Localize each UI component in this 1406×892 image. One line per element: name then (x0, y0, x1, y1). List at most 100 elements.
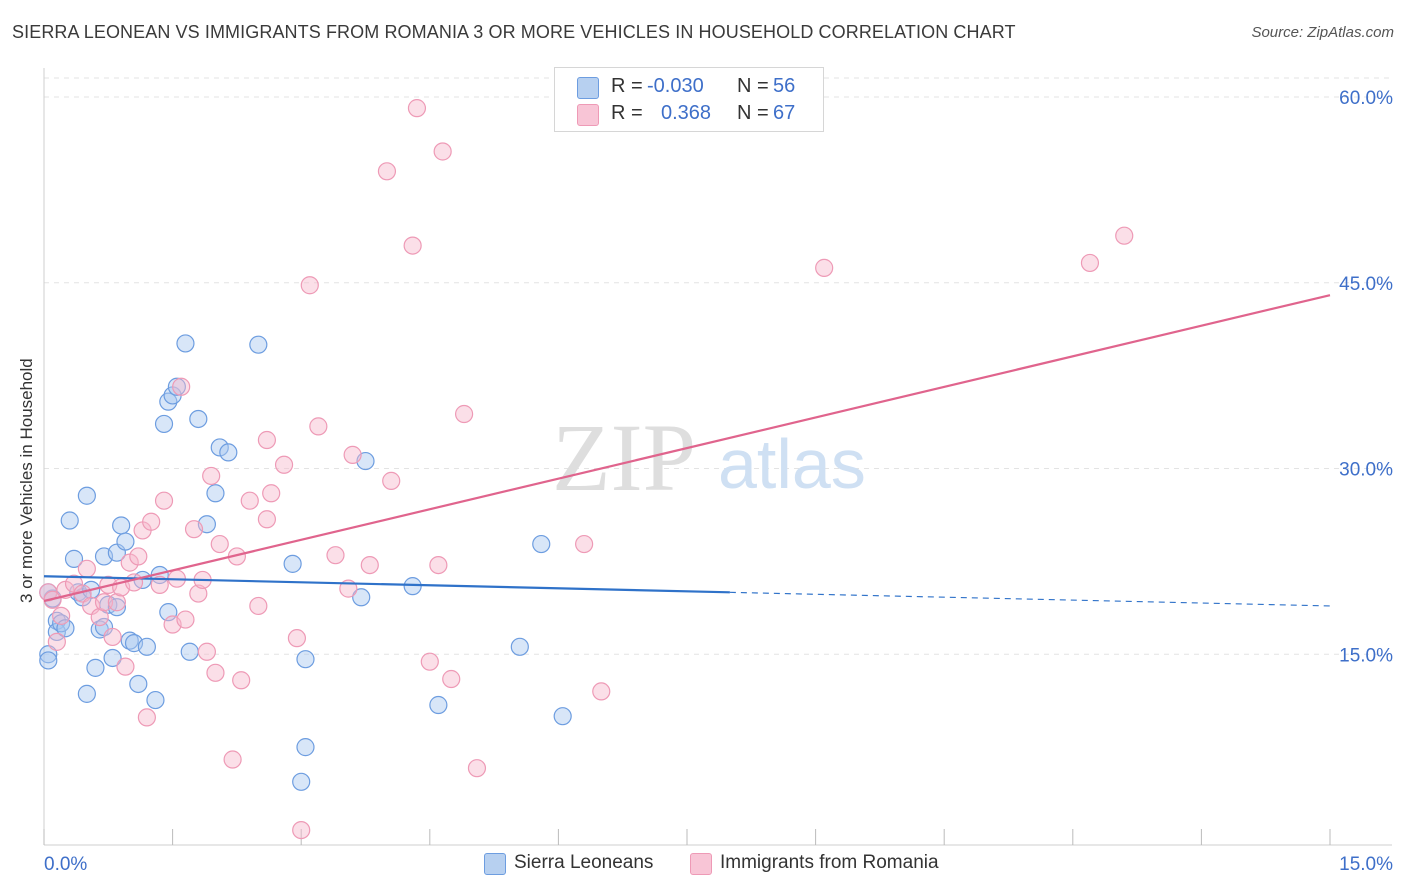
point-sierra-leonean (403, 577, 422, 596)
point-sierra-leonean (553, 707, 572, 726)
point-sierra-leonean (154, 414, 174, 434)
point-sierra-leonean (249, 335, 268, 354)
point-sierra-leonean (146, 690, 165, 710)
point-romania (467, 759, 487, 778)
point-sierra-leonean (129, 674, 148, 694)
y-tick-label: 45.0% (1339, 274, 1393, 295)
point-romania (442, 669, 461, 689)
point-sierra-leonean (180, 642, 199, 661)
point-romania (575, 534, 594, 554)
point-sierra-leonean (167, 377, 186, 396)
point-romania (223, 750, 242, 769)
point-sierra-leonean (60, 511, 79, 530)
point-sierra-leonean (64, 549, 84, 568)
legend-r-label: R = (611, 75, 643, 97)
source-label: Source: ZipAtlas.com (1251, 24, 1394, 41)
point-sierra-leonean (510, 637, 529, 656)
point-romania (129, 547, 148, 566)
point-romania (142, 512, 161, 531)
point-romania (287, 629, 307, 648)
point-romania (197, 642, 216, 661)
point-romania (377, 162, 397, 181)
trend-line-sierra-leoneans-extension (729, 591, 1331, 607)
point-romania (150, 575, 169, 595)
point-romania (262, 484, 281, 503)
point-romania (116, 657, 135, 676)
point-romania (172, 377, 191, 396)
series-sierra-leoneans-points (39, 334, 572, 791)
axes (43, 68, 1392, 846)
point-romania (240, 491, 259, 510)
trend-line-romania (43, 294, 1331, 603)
point-sierra-leonean (210, 438, 229, 457)
bottom-legend-swatch-romania (690, 853, 712, 875)
point-romania (1115, 226, 1134, 245)
legend-swatch-romania (577, 104, 599, 126)
point-sierra-leonean (39, 645, 58, 664)
point-sierra-leonean (176, 334, 195, 353)
point-romania (326, 546, 345, 565)
point-sierra-leonean (86, 658, 105, 677)
point-romania (154, 491, 174, 510)
trend-line-sierra-leoneans (43, 575, 730, 594)
point-romania (1080, 253, 1100, 273)
legend-r-label: R = (611, 102, 643, 124)
series-romania-points (39, 99, 1134, 840)
point-sierra-leonean (189, 409, 208, 429)
trend-lines (43, 294, 1331, 607)
x-tick-label: 15.0% (1339, 854, 1393, 875)
point-romania (103, 627, 122, 647)
point-romania (107, 593, 126, 612)
point-romania (454, 404, 474, 424)
point-romania (257, 510, 277, 529)
point-romania (210, 534, 229, 554)
point-romania (176, 610, 195, 629)
point-romania (249, 596, 268, 616)
point-sierra-leonean (292, 772, 311, 791)
y-tick-label: 60.0% (1339, 88, 1393, 109)
point-romania (206, 663, 225, 682)
bottom-legend-label: Sierra Leoneans (514, 852, 654, 873)
point-romania (137, 708, 156, 727)
bottom-legend-swatch-sierra-leoneans (484, 853, 506, 875)
point-romania (202, 466, 221, 486)
point-sierra-leonean (77, 684, 96, 703)
point-romania (94, 593, 114, 612)
point-romania (232, 671, 251, 690)
watermark-zip: ZIP (552, 404, 696, 511)
legend-swatch-sierra-leoneans (577, 77, 599, 99)
point-sierra-leonean (296, 738, 315, 757)
point-sierra-leonean (77, 486, 96, 505)
legend-n-label: N = (737, 102, 769, 124)
point-romania (189, 584, 208, 603)
legend-n-label: N = (737, 75, 769, 97)
point-romania (47, 632, 66, 651)
legend-r-value: -0.030 (647, 75, 704, 97)
tick-labels: 15.0% 30.0% 45.0% 60.0% 0.0% 15.0% (44, 88, 1393, 875)
point-romania (292, 820, 311, 840)
correlation-legend: R = -0.030 N = 56 R = 0.368 N = 67 (554, 67, 824, 132)
point-romania (124, 573, 144, 592)
point-romania (407, 99, 427, 118)
point-sierra-leonean (219, 443, 238, 462)
y-tick-label: 30.0% (1339, 460, 1393, 481)
point-romania (309, 417, 328, 436)
point-romania (343, 445, 362, 464)
watermark: ZIP atlas (552, 404, 866, 511)
point-romania (52, 606, 71, 625)
point-romania (592, 682, 611, 701)
point-romania (77, 559, 96, 578)
legend-r-value: 0.368 (661, 102, 712, 124)
point-sierra-leonean (112, 516, 131, 535)
point-romania (403, 236, 422, 255)
point-romania (429, 555, 448, 575)
point-romania (360, 555, 379, 575)
point-sierra-leonean (103, 648, 122, 668)
point-romania (382, 471, 401, 490)
bottom-legend-label: Immigrants from Romania (720, 852, 939, 873)
point-sierra-leonean (532, 534, 551, 554)
watermark-atlas: atlas (718, 425, 866, 503)
legend-n-value: 56 (773, 75, 796, 97)
point-sierra-leonean (137, 637, 156, 656)
